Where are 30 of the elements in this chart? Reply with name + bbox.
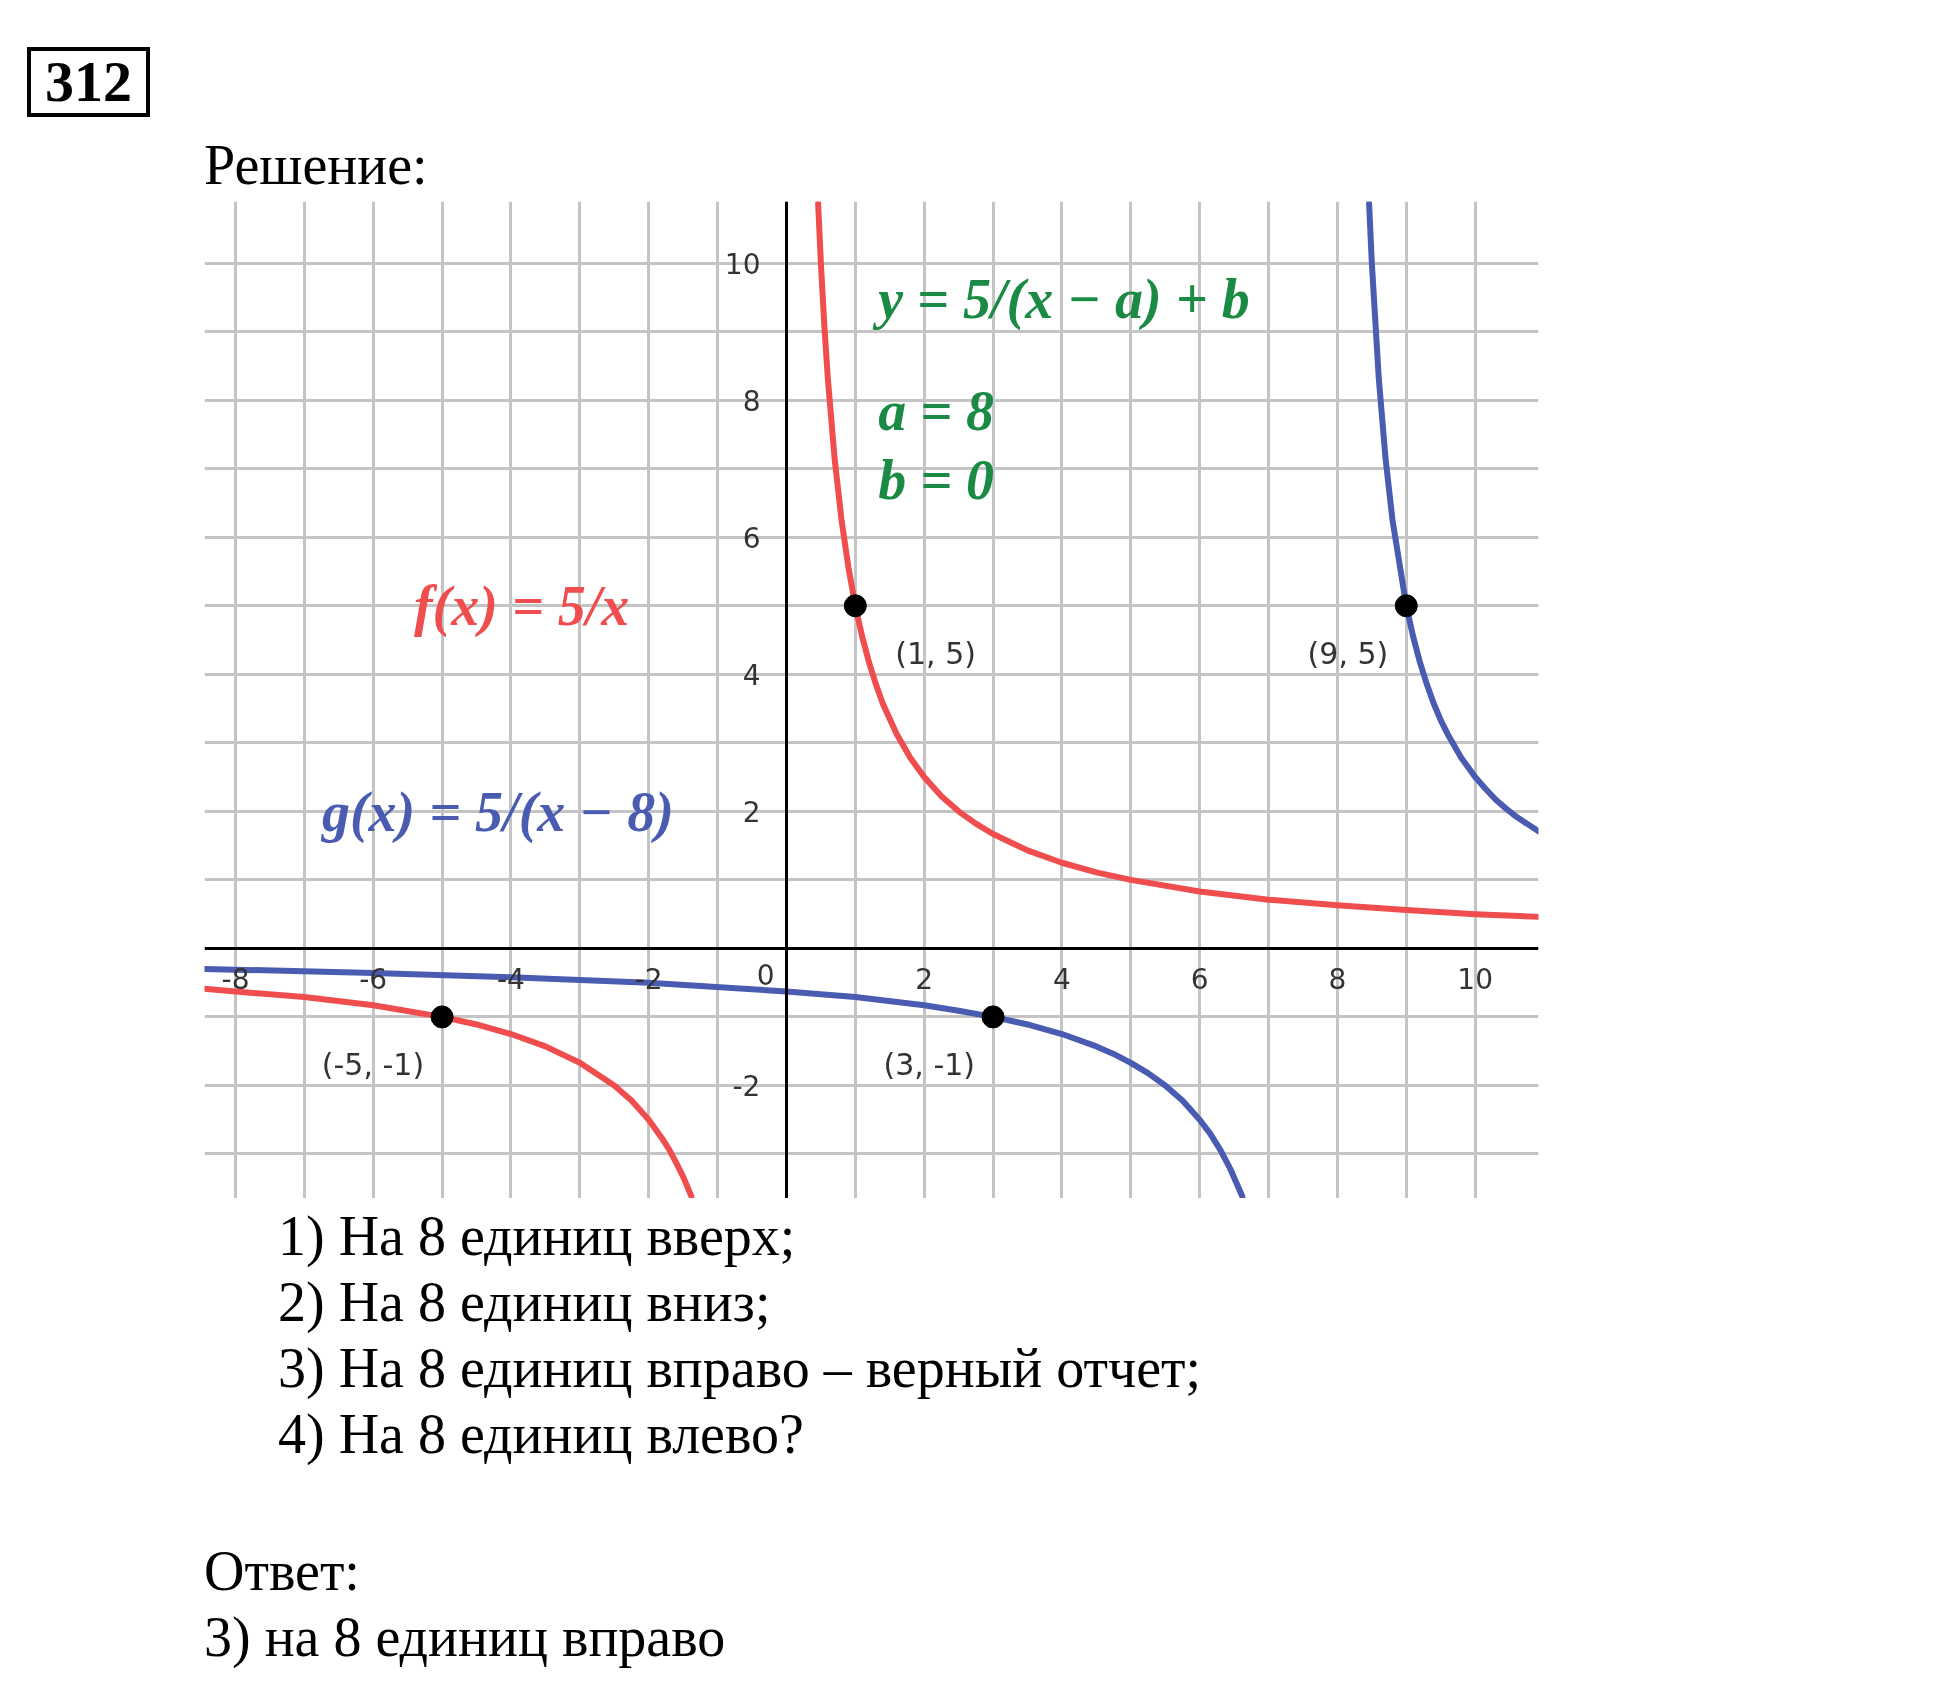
text: 3) На 8 единиц вправо – верный отчет; [278, 1337, 1202, 1399]
text: 3) на 8 единиц вправо [204, 1606, 726, 1668]
annotation: (-5, -1) [321, 1046, 425, 1082]
text: f(x) = 5/x [413, 575, 630, 639]
chart-subtitle: Решение: [204, 134, 428, 196]
text: Ответ: [204, 1540, 360, 1602]
y-tick-label: -2 [732, 1069, 761, 1103]
annotation: y = 5/(x − a) + b [872, 268, 1250, 332]
y-tick-label: 2 [742, 795, 761, 829]
text: 4) На 8 единиц влево? [278, 1403, 804, 1465]
annotation: b = 0 [878, 448, 995, 511]
y-tick-label: 10 [724, 247, 761, 281]
y-tick-label: 4 [742, 658, 761, 692]
y-tick-label: 6 [742, 521, 761, 555]
annotation: a = 8 [878, 379, 995, 442]
x-tick-label: 0 [756, 959, 775, 993]
x-tick-label: 10 [1457, 963, 1493, 997]
annotation: (3, -1) [883, 1046, 976, 1082]
x-tick-label: 2 [915, 963, 934, 997]
y-tick-label: 8 [742, 384, 761, 418]
text: g(x) = 5/(x − 8) [319, 780, 674, 844]
annotation: (9, 5) [1307, 635, 1389, 671]
annotation: (1, 5) [895, 635, 976, 671]
x-tick-label: 8 [1328, 963, 1347, 997]
text: 2) На 8 единиц вниз; [278, 1271, 771, 1333]
x-tick-label: 4 [1053, 963, 1071, 997]
x-tick-label: -8 [221, 963, 250, 997]
text: 1) На 8 единиц вверх; [278, 1205, 796, 1267]
chart-title: 312 [27, 47, 150, 117]
x-tick-label: 6 [1190, 963, 1209, 997]
